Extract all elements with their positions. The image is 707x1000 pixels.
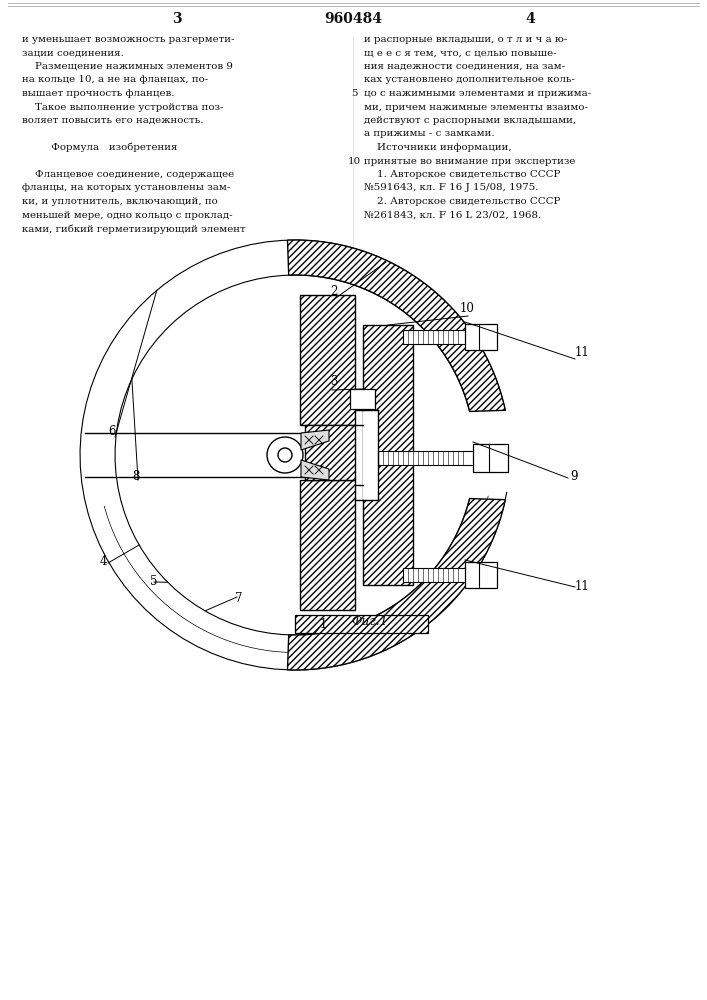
Text: принятые во внимание при экспертизе: принятые во внимание при экспертизе [364,156,575,165]
Text: №591643, кл. F 16 J 15/08, 1975.: №591643, кл. F 16 J 15/08, 1975. [364,184,539,192]
Text: 11: 11 [575,346,590,359]
Text: зации соединения.: зации соединения. [22,48,124,57]
Text: воляет повысить его надежность.: воляет повысить его надежность. [22,116,204,125]
Text: щ е е с я тем, что, с целью повыше-: щ е е с я тем, что, с целью повыше- [364,48,556,57]
Text: 8: 8 [132,470,139,483]
Polygon shape [288,499,506,670]
Text: ках установлено дополнительное коль-: ках установлено дополнительное коль- [364,76,575,85]
Text: 2. Авторское свидетельство СССР: 2. Авторское свидетельство СССР [364,197,561,206]
Text: Такое выполнение устройства поз-: Такое выполнение устройства поз- [22,103,223,111]
Bar [350,389,375,409]
Bar [295,615,428,633]
Bar [378,451,493,465]
Text: 6: 6 [108,425,115,438]
Text: Источники информации,: Источники информации, [364,143,512,152]
Text: 4: 4 [100,555,107,568]
Text: 11: 11 [575,580,590,593]
Text: и распорные вкладыши, о т л и ч а ю-: и распорные вкладыши, о т л и ч а ю- [364,35,568,44]
Text: 3: 3 [330,375,337,388]
Polygon shape [301,460,329,480]
Text: Размещение нажимных элементов 9: Размещение нажимных элементов 9 [22,62,233,71]
Bar [403,568,483,582]
Bar [363,325,413,585]
Text: 3: 3 [173,12,182,26]
Bar [465,562,497,588]
Text: 5: 5 [351,89,357,98]
Text: 1. Авторское свидетельство СССР: 1. Авторское свидетельство СССР [364,170,561,179]
Bar [300,480,355,610]
Polygon shape [288,240,506,411]
Text: ки, и уплотнитель, включающий, по: ки, и уплотнитель, включающий, по [22,197,218,206]
Text: 7: 7 [235,592,243,605]
Bar [403,330,483,344]
Text: 9: 9 [570,470,578,483]
Circle shape [267,437,303,473]
Text: ния надежности соединения, на зам-: ния надежности соединения, на зам- [364,62,565,71]
Text: 960484: 960484 [324,12,382,26]
Text: 2: 2 [330,285,337,298]
Text: ками, гибкий герметизирующий элемент: ками, гибкий герметизирующий элемент [22,224,245,233]
Text: цо с нажимными элементами и прижима-: цо с нажимными элементами и прижима- [364,89,591,98]
Bar [363,410,378,500]
Text: 5: 5 [150,575,158,588]
Bar [473,444,508,472]
Text: 10: 10 [460,302,475,315]
Text: действуют с распорными вкладышами,: действуют с распорными вкладышами, [364,116,576,125]
Text: и уменьшает возможность разгермети-: и уменьшает возможность разгермети- [22,35,235,44]
Bar [465,324,497,350]
Text: а прижимы - с замками.: а прижимы - с замками. [364,129,495,138]
Circle shape [278,448,292,462]
Text: вышает прочность фланцев.: вышает прочность фланцев. [22,89,175,98]
Text: ми, причем нажимные элементы взаимо-: ми, причем нажимные элементы взаимо- [364,103,588,111]
Text: на кольце 10, а не на фланцах, по-: на кольце 10, а не на фланцах, по- [22,76,209,85]
Bar [300,295,355,425]
Text: №261843, кл. F 16 L 23/02, 1968.: №261843, кл. F 16 L 23/02, 1968. [364,211,542,220]
Text: 10: 10 [347,156,361,165]
Bar [305,425,355,480]
Text: Фиг.1: Фиг.1 [351,615,388,628]
Text: Фланцевое соединение, содержащее: Фланцевое соединение, содержащее [22,170,234,179]
Text: 1: 1 [320,618,327,631]
Text: меньшей мере, одно кольцо с проклад-: меньшей мере, одно кольцо с проклад- [22,211,233,220]
Polygon shape [301,430,329,450]
Text: фланцы, на которых установлены зам-: фланцы, на которых установлены зам- [22,184,230,192]
Text: 4: 4 [525,12,535,26]
Text: Формула   изобретения: Формула изобретения [22,143,177,152]
